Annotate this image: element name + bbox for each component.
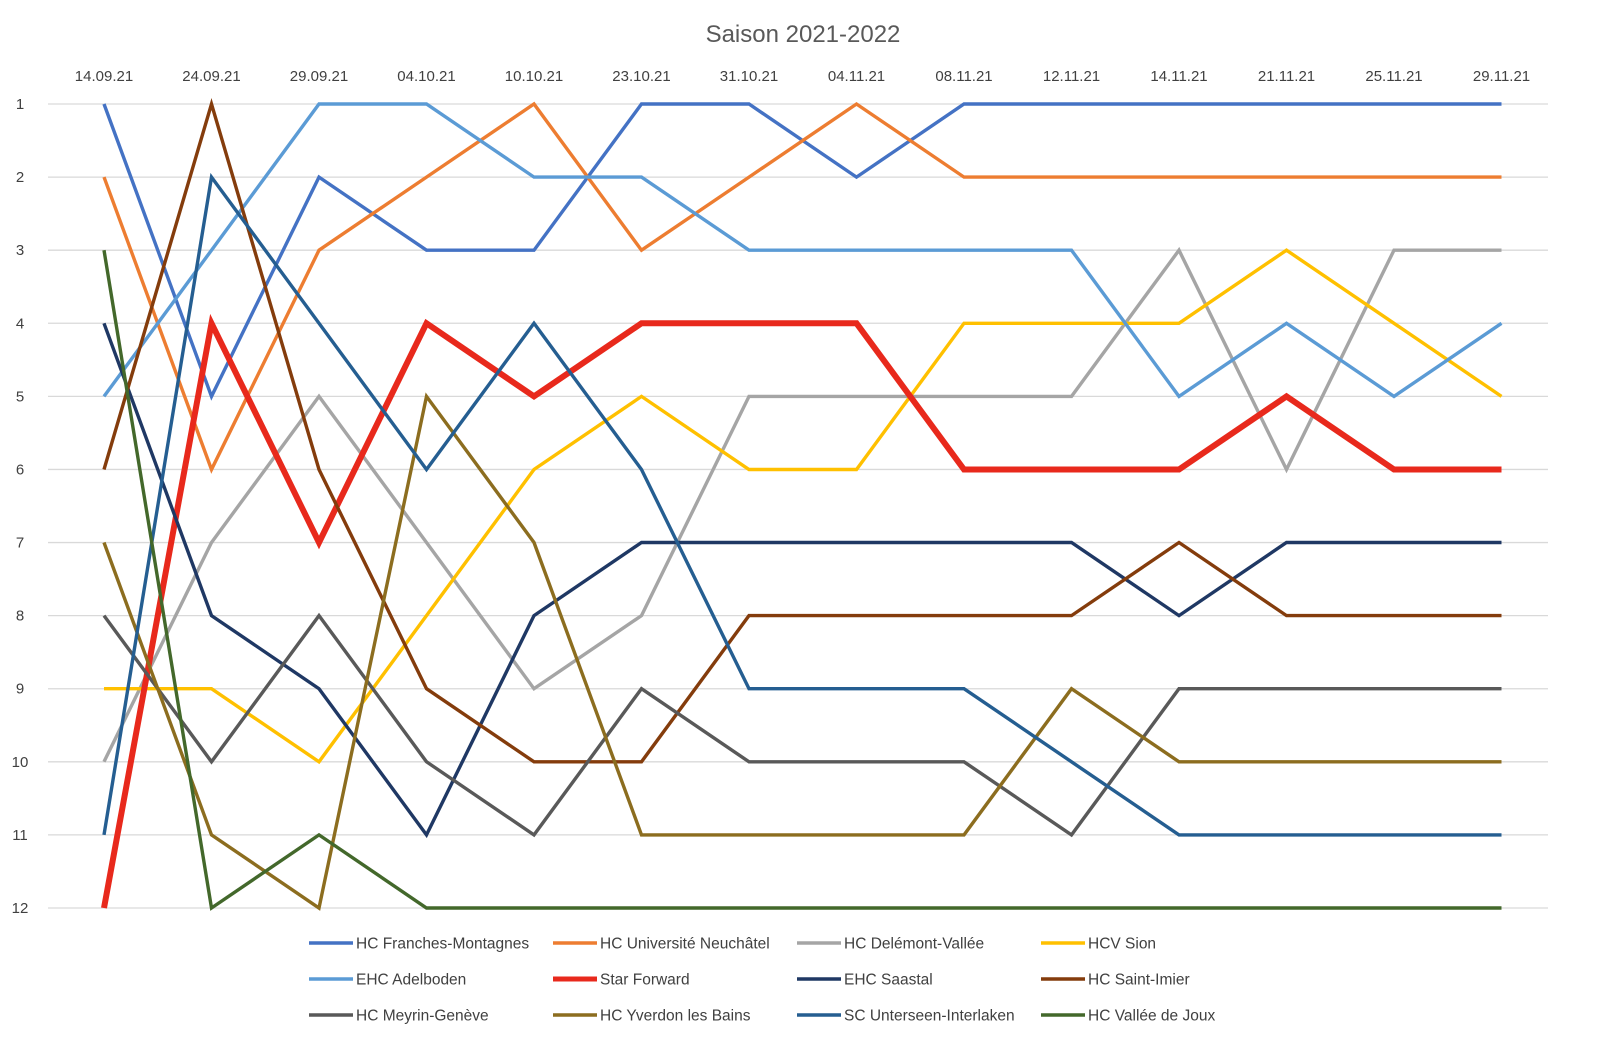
- x-tick-label: 29.09.21: [290, 68, 348, 85]
- legend: HC Franches-Montagnes HC Université Neuch…: [309, 936, 1215, 1025]
- series-line: [102, 102, 1503, 399]
- series-line: [102, 172, 1502, 837]
- x-tick-label: 08.11.21: [935, 68, 992, 85]
- legend-label: HC Franches-Montagnes: [356, 936, 529, 953]
- x-tick-label: 23.10.21: [612, 68, 670, 85]
- series-line: [102, 322, 1502, 839]
- x-tick-label: 31.10.21: [720, 68, 778, 85]
- x-tick-label: 10.10.21: [505, 68, 563, 85]
- series-line: [102, 101, 1502, 474]
- y-tick-label: 12: [12, 900, 29, 917]
- legend-label: HC Yverdon les Bains: [600, 1008, 751, 1025]
- legend-label: HC Université Neuchâtel: [600, 936, 770, 953]
- legend-label: Star Forward: [600, 972, 690, 989]
- gridlines: [48, 103, 1548, 909]
- y-tick-label: 11: [12, 827, 28, 844]
- y-tick-label: 8: [16, 608, 24, 625]
- y-tick-label: 9: [16, 681, 24, 698]
- x-tick-label: 04.11.21: [828, 68, 885, 85]
- x-tick-label: 04.10.21: [397, 68, 455, 85]
- series-line: [104, 248, 1503, 765]
- legend-label: HC Vallée de Joux: [1088, 1008, 1215, 1025]
- chart-title: Saison 2021-2022: [706, 21, 901, 48]
- y-tick-label: 2: [16, 169, 24, 186]
- series-line: [102, 97, 1502, 764]
- x-tick-label: 21.11.21: [1258, 68, 1315, 85]
- x-tick-label: 12.11.21: [1043, 68, 1100, 85]
- y-tick-label: 10: [12, 754, 29, 771]
- legend-label: HCV Sion: [1088, 936, 1156, 953]
- y-tick-label: 3: [16, 242, 24, 259]
- series-line: [102, 249, 1502, 911]
- y-tick-label: 7: [16, 535, 24, 552]
- legend-label: EHC Adelboden: [356, 972, 466, 989]
- x-tick-label: 14.09.21: [75, 68, 133, 85]
- legend-label: EHC Saastal: [844, 972, 933, 989]
- series-line: [102, 612, 1502, 838]
- y-tick-label: 1: [16, 96, 24, 113]
- legend-label: SC Unterseen-Interlaken: [844, 1008, 1015, 1025]
- x-tick-label: 29.11.21: [1473, 68, 1530, 85]
- y-tick-label: 6: [16, 461, 24, 478]
- legend-label: HC Saint-Imier: [1088, 972, 1190, 989]
- x-tick-label: 25.11.21: [1365, 68, 1422, 85]
- legend-label: HC Meyrin-Genève: [356, 1008, 489, 1025]
- x-tick-label: 24.09.21: [182, 68, 240, 85]
- y-tick-label: 4: [16, 315, 24, 332]
- legend-label: HC Delémont-Vallée: [844, 936, 984, 953]
- series-lines: [101, 97, 1503, 911]
- x-tick-label: 14.11.21: [1150, 68, 1207, 85]
- series-line: [102, 246, 1502, 763]
- series-line: [102, 392, 1502, 911]
- y-tick-label: 5: [16, 388, 24, 405]
